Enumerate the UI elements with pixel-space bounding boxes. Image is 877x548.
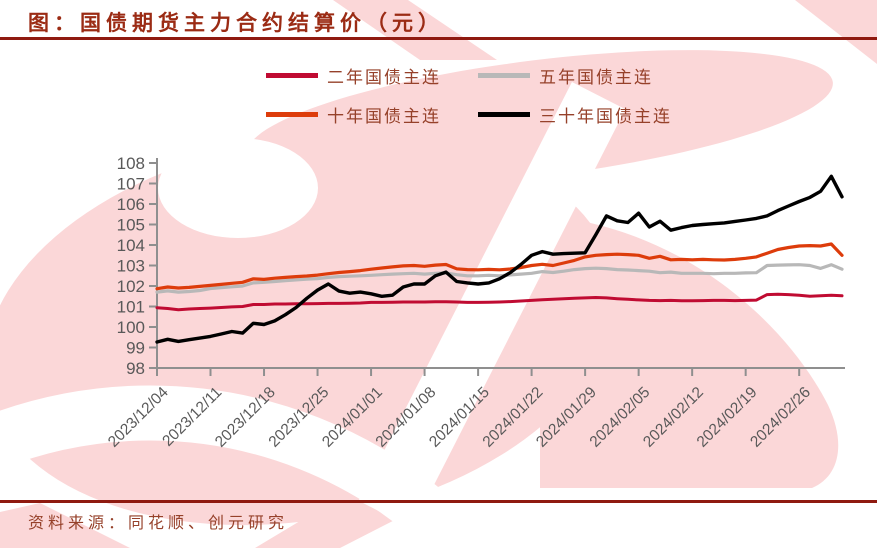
series-line-十年国债主连 [155, 242, 844, 291]
series-line-二年国债主连 [155, 292, 844, 312]
y-axis-label: 98 [126, 359, 145, 378]
title-rule [0, 37, 877, 40]
legend-item: 十年国债主连 [266, 102, 478, 126]
y-axis-label: 107 [117, 175, 145, 194]
source-text: 资料来源：同花顺、创元研究 [28, 515, 289, 532]
y-axis-label: 104 [117, 236, 145, 255]
legend-item: 三十年国债主连 [478, 102, 672, 126]
legend-label: 五年国债主连 [539, 67, 653, 87]
legend-swatch [478, 72, 530, 78]
legend-label: 三十年国债主连 [539, 106, 672, 126]
legend-swatch [266, 72, 318, 78]
legend-item: 五年国债主连 [478, 63, 672, 87]
y-axis-label: 99 [126, 339, 145, 358]
series-line-三十年国债主连 [155, 174, 844, 344]
legend-swatch [478, 111, 530, 117]
y-axis-label: 102 [117, 277, 145, 296]
series-line-五年国债主连 [155, 263, 844, 294]
y-axis-label: 103 [117, 257, 145, 276]
legend-label: 二年国债主连 [327, 67, 441, 87]
legend-label: 十年国债主连 [327, 106, 441, 126]
legend-item: 二年国债主连 [266, 63, 478, 87]
footer-rule [0, 500, 877, 503]
y-axis-label: 108 [117, 154, 145, 173]
y-axis-label: 106 [117, 195, 145, 214]
y-axis-label: 101 [117, 298, 145, 317]
figure-title: 图：国债期货主力合约结算价（元） [28, 12, 444, 35]
chart-legend: 二年国债主连 五年国债主连十年国债主连 三十年国债主连 [266, 63, 672, 126]
y-axis-label: 100 [117, 318, 145, 337]
legend-swatch [266, 111, 318, 117]
y-axis-label: 105 [117, 216, 145, 235]
